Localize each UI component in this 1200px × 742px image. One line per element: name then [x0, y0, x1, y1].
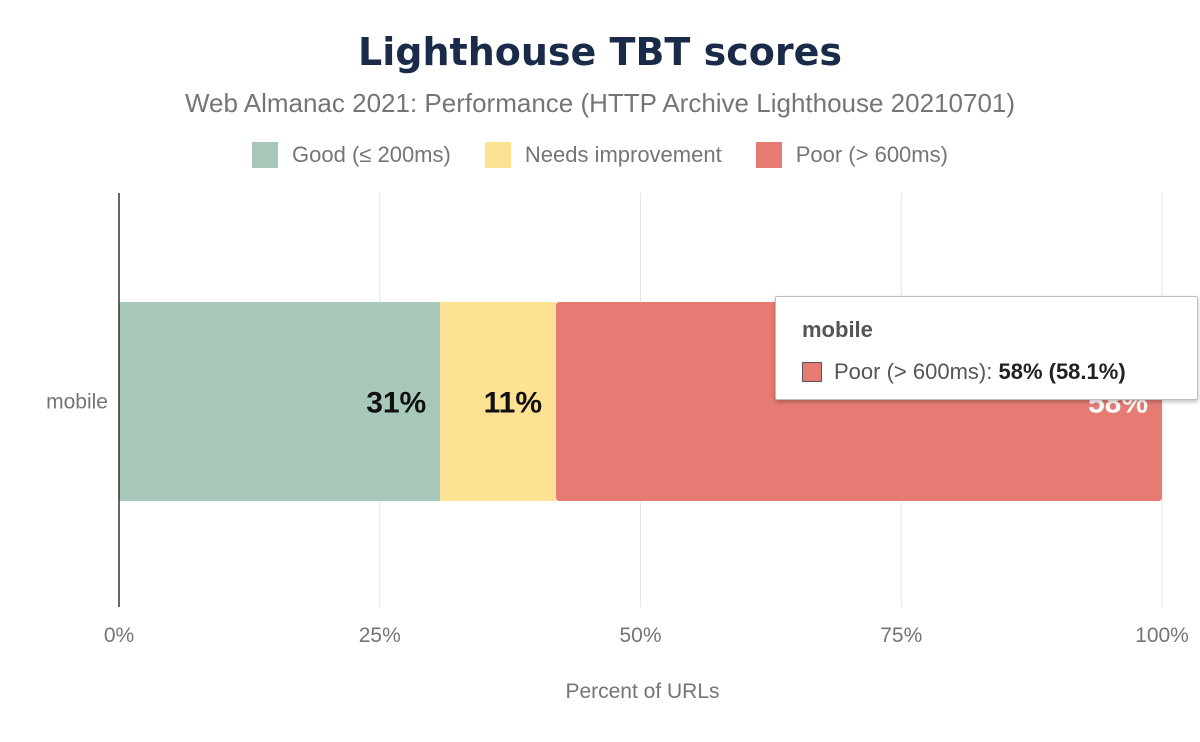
chart-tooltip: mobile Poor (> 600ms): 58% (58.1%) — [775, 296, 1198, 400]
bar-segment — [440, 302, 557, 501]
legend-label-poor: Poor (> 600ms) — [795, 142, 948, 167]
data-label: 31% — [366, 387, 426, 420]
legend-item-poor[interactable]: Poor (> 600ms) — [755, 142, 948, 168]
bar-segment — [119, 302, 441, 501]
x-axis-title: Percent of URLs — [565, 680, 719, 703]
x-tick-label: 75% — [880, 624, 922, 647]
tooltip-title: mobile — [802, 317, 873, 342]
x-tick-label: 50% — [619, 624, 661, 647]
x-tick-label: 100% — [1135, 624, 1189, 647]
legend-item-needs-improvement[interactable]: Needs improvement — [484, 142, 722, 168]
tooltip-value: 58% (58.1%) — [998, 359, 1126, 384]
x-tick-label: 25% — [359, 624, 401, 647]
legend-swatch-needs-improvement — [484, 142, 511, 168]
chart-legend: Good (≤ 200ms) Needs improvement Poor (>… — [0, 142, 1200, 168]
tooltip-swatch — [802, 362, 822, 382]
legend-label-good: Good (≤ 200ms) — [292, 142, 451, 167]
legend-item-good[interactable]: Good (≤ 200ms) — [252, 142, 451, 168]
y-category-label: mobile — [46, 391, 108, 414]
chart-title: Lighthouse TBT scores — [358, 30, 842, 74]
legend-swatch-good — [252, 142, 279, 168]
tooltip-series-label: Poor (> 600ms): — [834, 359, 993, 384]
legend-swatch-poor — [755, 142, 782, 168]
x-tick-label: 0% — [104, 624, 134, 647]
tooltip-row: Poor (> 600ms): 58% (58.1%) — [802, 359, 1126, 385]
legend-label-needs-improvement: Needs improvement — [524, 142, 722, 167]
chart-subtitle: Web Almanac 2021: Performance (HTTP Arch… — [184, 88, 1016, 118]
data-label: 11% — [484, 387, 542, 420]
